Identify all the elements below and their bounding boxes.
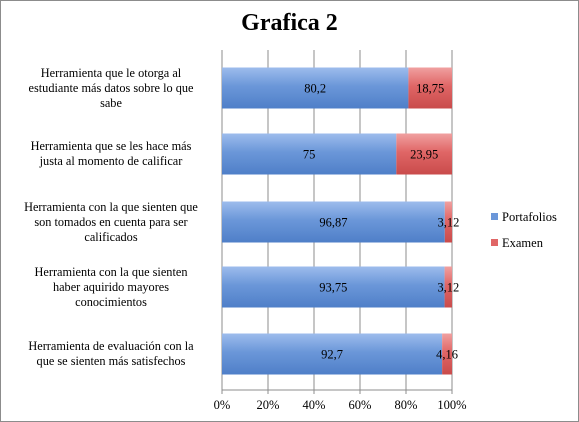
x-tick-label: 20% <box>257 398 280 412</box>
bar-portafolios <box>222 266 445 308</box>
bar-portafolios <box>222 67 409 109</box>
chart-title: Grafica 2 <box>241 10 338 36</box>
x-tick-label: 60% <box>349 398 372 412</box>
legend-item: Examen <box>491 236 543 251</box>
legend-swatch <box>491 213 498 220</box>
data-label: 75 <box>303 148 316 162</box>
category-label: Herramienta de evaluación con la que se s… <box>4 339 218 369</box>
x-tick-label: 80% <box>395 398 418 412</box>
bar-examen <box>444 201 452 243</box>
data-label: 92,7 <box>321 348 343 362</box>
bar-portafolios <box>222 333 443 375</box>
category-label-line: estudiante más datos sobre lo que <box>28 80 194 95</box>
x-tick-label: 100% <box>437 398 466 412</box>
category-label: Herramienta con la que sienten haber aqui… <box>4 265 218 310</box>
bar-examen <box>408 67 452 109</box>
legend-item: Portafolios <box>491 210 557 225</box>
bar-examen <box>442 333 452 375</box>
category-label-line: que se sienten más satisfechos <box>36 354 186 368</box>
category-label-line: Herramienta que le otorga al <box>40 65 182 80</box>
category-label-line: conocimientos <box>75 294 147 309</box>
category-label: Herramienta que le otorga al estudiante m… <box>4 66 218 111</box>
data-label: 23,95 <box>410 148 438 162</box>
bar-examen <box>444 266 452 308</box>
bar-portafolios <box>222 201 445 243</box>
x-tick-label: 40% <box>303 398 326 412</box>
legend-label: Portafolios <box>502 210 557 224</box>
data-label: 80,2 <box>304 82 326 96</box>
category-label-line: Herramienta de evaluación con la <box>28 339 194 353</box>
bar-examen <box>396 133 452 175</box>
data-label: 3,12 <box>437 216 459 230</box>
data-label: 96,87 <box>319 216 347 230</box>
data-label: 4,16 <box>436 348 458 362</box>
category-label-line: calificados <box>84 229 138 244</box>
legend-label: Examen <box>502 236 543 250</box>
category-label-line: sabe <box>100 95 122 110</box>
legend-swatch <box>491 239 498 246</box>
category-label-line: Herramienta que se les hace más <box>30 139 192 153</box>
category-label-line: Herramienta con la que sienten <box>34 264 188 279</box>
category-label-line: son tomados en cuenta para ser <box>34 214 188 229</box>
data-label: 18,75 <box>416 82 444 96</box>
data-label: 3,12 <box>437 281 459 295</box>
category-label-line: haber aquirido mayores <box>52 279 170 294</box>
bar-portafolios <box>222 133 397 175</box>
data-label: 93,75 <box>319 281 347 295</box>
category-label-line: Herramienta con la que sienten que <box>24 199 198 214</box>
category-label: Herramienta con la que sienten que son to… <box>4 200 218 245</box>
category-label: Herramienta que se les hace más justa al … <box>4 139 218 169</box>
category-label-line: justa al momento de calificar <box>39 154 183 168</box>
x-tick-label: 0% <box>214 398 231 412</box>
